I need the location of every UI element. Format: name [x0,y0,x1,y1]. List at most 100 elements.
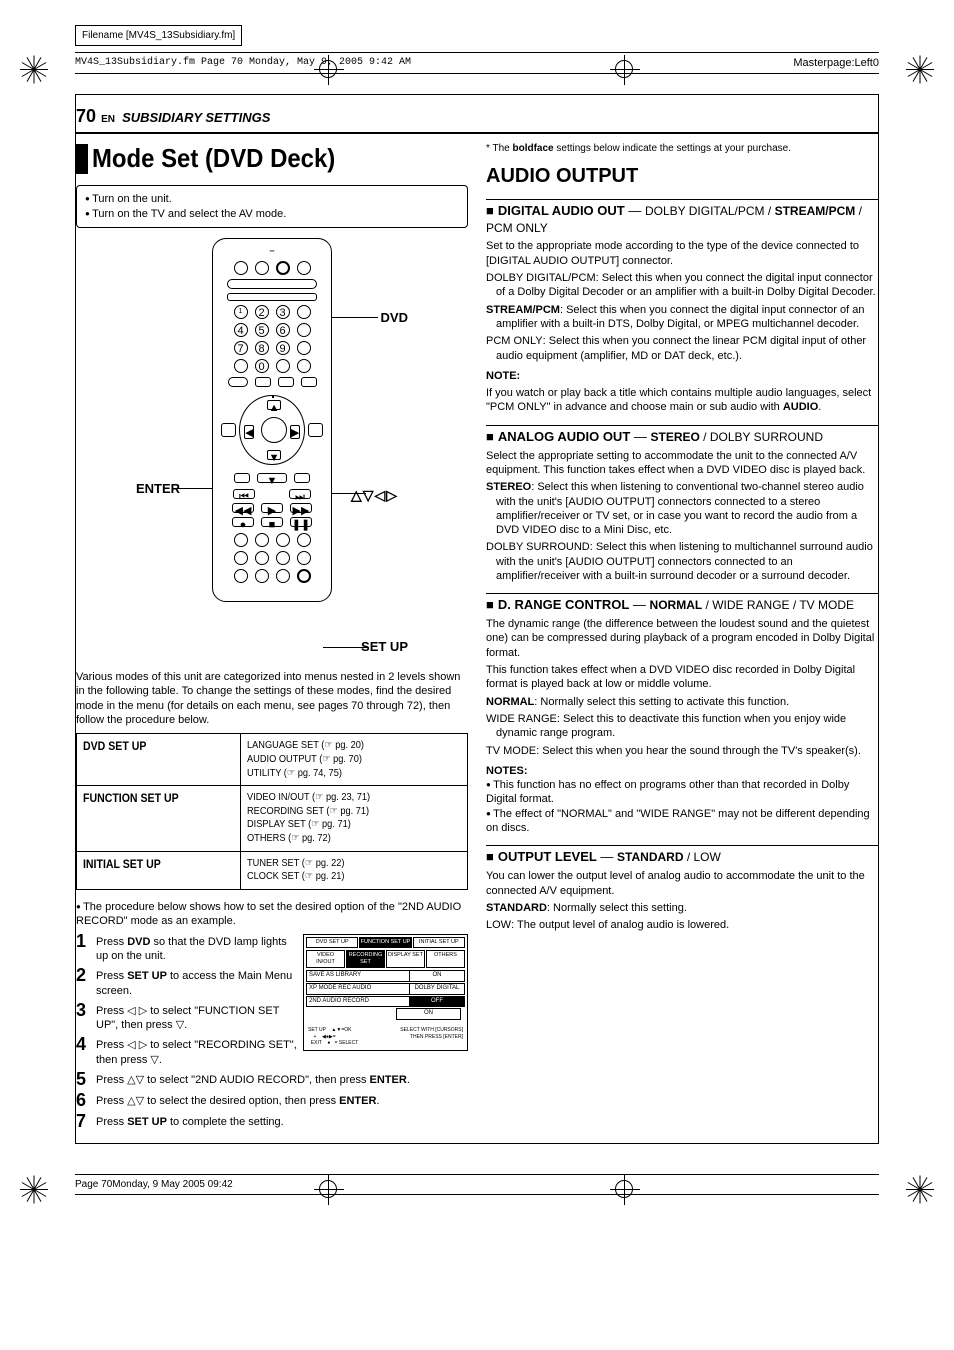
setting-option: PCM ONLY: Select this when you connect t… [486,334,878,363]
callout-dvd: DVD [381,310,408,327]
page: Filename [MV4S_13Subsidiary.fm] MV4S_13S… [0,0,954,1235]
osd-subtab: DISPLAY SET [386,950,425,968]
step: 2 Press SET UP to access the Main Menu sc… [76,966,297,998]
step-number: 4 [76,1035,90,1053]
registration-star-icon [906,1176,934,1204]
note-item: This function has no effect on programs … [486,778,878,807]
note-text: If you watch or play back a title which … [486,386,878,415]
table-header-cell: FUNCTION SET UP [77,786,241,852]
osd-tab: INITIAL SET UP [413,937,465,948]
left-column: Mode Set (DVD Deck) Turn on the unit.Tur… [76,142,468,1133]
osd-subtab: OTHERS [426,950,465,968]
registration-target-icon [610,1175,640,1205]
setting-option: LOW: The output level of analog audio is… [486,918,878,932]
table-row: INITIAL SET UPTUNER SET (☞ pg. 22) CLOCK… [77,851,468,889]
setting-lead: This function takes effect when a DVD VI… [486,663,878,692]
asterisk-note: * The boldface settings below indicate t… [486,142,878,155]
table-value-cell: LANGUAGE SET (☞ pg. 20) AUDIO OUTPUT (☞ … [241,734,468,786]
osd-tab: DVD SET UP [306,937,358,948]
registration-star-icon [20,1176,48,1204]
crop-marks-top [0,55,954,85]
note-item: The effect of "NORMAL" and "WIDE RANGE" … [486,807,878,836]
two-column-layout: Mode Set (DVD Deck) Turn on the unit.Tur… [76,142,878,1133]
osd-row: ON [396,1008,461,1020]
audio-output-heading: AUDIO OUTPUT [486,163,878,189]
preparation-box: Turn on the unit.Turn on the TV and sele… [76,185,468,228]
osd-footer-left: SET UP ▲▼=OK + ◀●▶= EXIT ● = SELECT [308,1027,358,1047]
osd-row: XP MODE REC AUDIODOLBY DIGITAL [306,983,465,995]
step-text: Press △▽ to select "2ND AUDIO RECORD", t… [96,1070,468,1087]
setting-lead: The dynamic range (the difference betwee… [486,617,878,660]
setting-header: ■D. RANGE CONTROL — NORMAL / WIDE RANGE … [486,593,878,614]
osd-row: 2ND AUDIO RECORDOFF [306,996,465,1008]
step: 3 Press ◁ ▷ to select "FUNCTION SET UP", … [76,1001,297,1033]
callout-enter: ENTER [136,481,180,498]
note-header: NOTES: [486,764,878,778]
callout-setup: SET UP [361,639,408,656]
settings-container: ■DIGITAL AUDIO OUT — DOLBY DIGITAL/PCM /… [486,199,878,933]
setting-option: TV MODE: Select this when you hear the s… [486,744,878,758]
step: 1 Press DVD so that the DVD lamp lights u… [76,932,297,964]
right-column: * The boldface settings below indicate t… [486,142,878,1133]
setting-header: ■OUTPUT LEVEL — STANDARD / LOW [486,845,878,866]
setting-header: ■DIGITAL AUDIO OUT — DOLBY DIGITAL/PCM /… [486,199,878,237]
remote-top-label: ⎓ [221,249,323,257]
remote-body: ⎓ 123 456 789 0 [212,238,332,602]
content-frame: 70 EN SUBSIDIARY SETTINGS Mode Set (DVD … [75,94,879,1144]
step-number: 5 [76,1070,90,1088]
registration-target-icon [314,55,344,85]
registration-target-icon [610,55,640,85]
note-header: NOTE: [486,369,878,383]
proc-note-text: The procedure below shows how to set the… [76,900,468,929]
lead-line [323,647,368,648]
osd-row: SAVE AS LIBRARYON [306,970,465,982]
step-number: 7 [76,1112,90,1130]
title-text: Mode Set (DVD Deck) [92,142,335,176]
table-header-cell: INITIAL SET UP [77,851,241,889]
osd-subtab: RECORDING SET [346,950,385,968]
crop-marks-bottom [0,1175,954,1205]
step-number: 6 [76,1091,90,1109]
step: 5 Press △▽ to select "2ND AUDIO RECORD", … [76,1070,468,1088]
setting-option: DOLBY SURROUND: Select this when listeni… [486,540,878,583]
setting-lead: You can lower the output level of analog… [486,869,878,898]
table-row: FUNCTION SET UPVIDEO IN/OUT (☞ pg. 23, 7… [77,786,468,852]
filename-box: Filename [MV4S_13Subsidiary.fm] [75,25,242,46]
step-text: Press △▽ to select the desired option, t… [96,1091,468,1108]
setting-option: DOLBY DIGITAL/PCM: Select this when you … [486,271,878,300]
dpad-icon: ▲ ▼ ◀ ▶ [239,395,305,465]
menu-table: DVD SET UPLANGUAGE SET (☞ pg. 20) AUDIO … [76,733,468,890]
setting-lead: Set to the appropriate mode according to… [486,239,878,268]
page-number: 70 [76,106,96,126]
step: 6 Press △▽ to select the desired option, … [76,1091,468,1109]
language-code: EN [101,114,115,125]
setting-option: NORMAL: Normally select this setting to … [486,695,878,709]
callout-arrows: △▽◁▷ [351,486,398,504]
table-row: DVD SET UPLANGUAGE SET (☞ pg. 20) AUDIO … [77,734,468,786]
step-text: Press SET UP to access the Main Menu scr… [96,966,297,998]
osd-subtab: VIDEO IN/OUT [306,950,345,968]
notes-list: This function has no effect on programs … [486,778,878,835]
registration-star-icon [906,56,934,84]
remote-control-figure: DVD ENTER SET UP △▽◁▷ ⎓ 1 [76,238,468,658]
step-number: 3 [76,1001,90,1019]
intro-paragraph: Various modes of this unit are categoriz… [76,670,468,727]
main-title: Mode Set (DVD Deck) [76,142,468,176]
setting-option: STREAM/PCM: Select this when you connect… [486,303,878,332]
setting-option: WIDE RANGE: Select this to deactivate th… [486,712,878,741]
step-text: Press SET UP to complete the setting. [96,1112,468,1129]
step-text: Press DVD so that the DVD lamp lights up… [96,932,297,964]
step-text: Press ◁ ▷ to select "FUNCTION SET UP", t… [96,1001,297,1033]
step: 4Press ◁ ▷ to select "RECORDING SET", th… [76,1035,297,1067]
step-number: 2 [76,966,90,984]
section-header: SUBSIDIARY SETTINGS [122,110,270,125]
prep-item: Turn on the TV and select the AV mode. [85,207,459,221]
osd-footer-right: SELECT WITH [CURSORS] THEN PRESS [ENTER] [400,1027,463,1047]
step: 7 Press SET UP to complete the setting. [76,1112,468,1130]
table-header-cell: DVD SET UP [77,734,241,786]
table-value-cell: TUNER SET (☞ pg. 22) CLOCK SET (☞ pg. 21… [241,851,468,889]
step-number: 1 [76,932,90,950]
prep-list: Turn on the unit.Turn on the TV and sele… [85,192,459,221]
prep-item: Turn on the unit. [85,192,459,206]
registration-target-icon [314,1175,344,1205]
